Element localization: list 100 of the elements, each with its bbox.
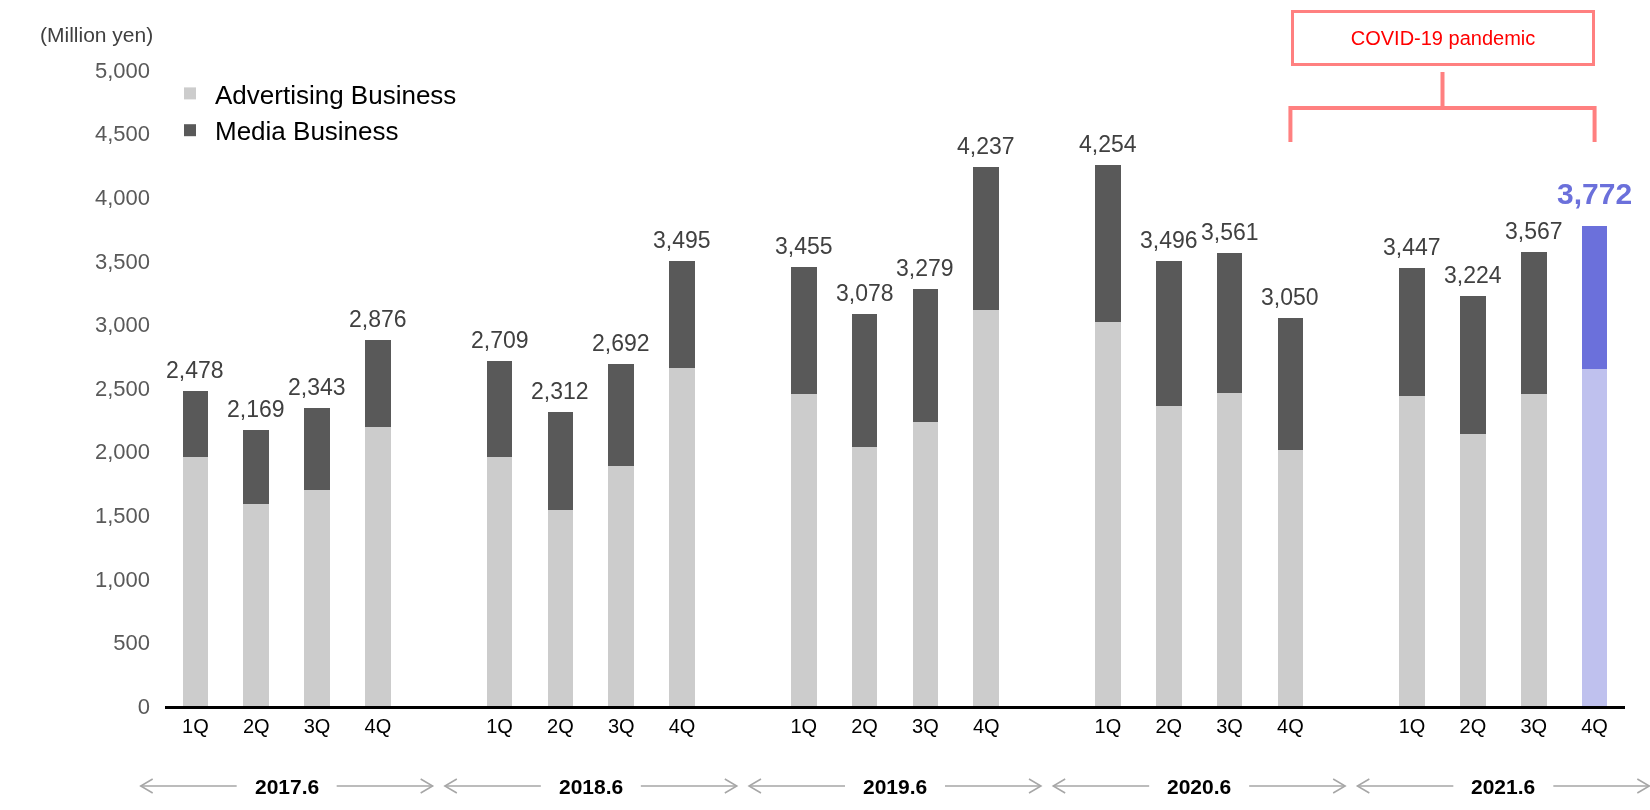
bar: [1095, 321, 1121, 706]
x-tick-label: 2Q: [1155, 715, 1183, 737]
total-label: 2,692: [592, 330, 650, 356]
x-tick-label: 2Q: [242, 715, 270, 737]
bar: [304, 489, 330, 706]
y-tick-label: 4,500: [94, 121, 150, 147]
y-tick-label: 500: [113, 630, 150, 656]
bar: [669, 367, 695, 706]
bar: [1155, 261, 1182, 406]
bar: [1216, 253, 1243, 394]
bar: [1520, 252, 1547, 395]
bar: [790, 394, 817, 706]
x-tick-label: 1Q: [790, 715, 818, 737]
bar: [1460, 433, 1486, 706]
bar: [182, 390, 209, 457]
y-tick-label: 3,500: [94, 248, 150, 274]
y-tick-label: 2,500: [94, 375, 150, 401]
y-tick-label: 3,000: [94, 312, 150, 338]
bar: [243, 503, 270, 706]
y-tick-label: 0: [137, 693, 150, 719]
x-tick-label: 3Q: [1216, 715, 1243, 737]
text: 2018.6: [559, 775, 624, 798]
bar: [790, 266, 817, 395]
x-tick-label: 3Q: [1520, 715, 1548, 737]
legend-label: Advertising Business: [215, 79, 457, 110]
bar: [1581, 368, 1608, 706]
x-tick-label: 4Q: [1277, 715, 1304, 737]
text: 2017.6: [255, 775, 320, 798]
x-tick-label: 1Q: [486, 715, 513, 737]
bar: [1520, 394, 1547, 706]
total-label: 3,050: [1261, 284, 1319, 310]
text: COVID-19 pandemic: [1350, 27, 1536, 49]
bar: [912, 288, 939, 423]
x-tick-label: 1Q: [182, 715, 209, 737]
total-label: 3,078: [836, 280, 894, 306]
total-label: 3,496: [1140, 227, 1198, 253]
total-label: 3,455: [775, 233, 833, 259]
total-label: 3,567: [1505, 218, 1563, 244]
y-tick-label: 1,000: [94, 566, 150, 592]
total-label: 3,772: [1557, 177, 1633, 210]
bar: [1581, 226, 1608, 369]
bar: [304, 407, 330, 490]
bar: [547, 411, 574, 511]
y-tick-label: 2,000: [94, 439, 150, 465]
total-label: 2,709: [471, 327, 529, 353]
bar: [973, 310, 1000, 706]
bar: [1216, 393, 1243, 706]
x-tick-label: 3Q: [303, 715, 331, 737]
bar: [365, 427, 391, 706]
total-label: 2,169: [227, 396, 285, 422]
bar: [1399, 267, 1425, 396]
total-label: 2,478: [166, 357, 224, 383]
total-label: 3,561: [1201, 219, 1259, 245]
bar: [1399, 395, 1425, 706]
x-tick-label: 4Q: [1581, 715, 1608, 737]
bar: [1460, 295, 1486, 434]
y-tick-label: 1,500: [94, 502, 150, 528]
bar: [669, 261, 695, 368]
x-tick-label: 2Q: [851, 715, 878, 737]
bar: [365, 340, 391, 428]
total-label: 4,254: [1079, 131, 1137, 157]
bar: [608, 465, 635, 706]
x-tick-label: 4Q: [972, 715, 1000, 737]
y-tick-label: 4,000: [94, 184, 150, 210]
bar: [486, 456, 513, 706]
bar: [1277, 318, 1304, 451]
total-label: 3,224: [1444, 262, 1502, 288]
bar: [1095, 164, 1121, 322]
y-axis-title: (Million yen): [40, 23, 154, 46]
bar: [1155, 405, 1182, 706]
bar: [182, 456, 209, 706]
y-tick-label: 5,000: [94, 57, 150, 83]
total-label: 4,237: [957, 133, 1015, 159]
bar: [973, 167, 1000, 311]
total-label: 2,312: [531, 378, 589, 404]
bar: [851, 446, 878, 706]
x-tick-label: 3Q: [912, 715, 939, 737]
x-tick-label: 2Q: [1459, 715, 1487, 737]
bar: [486, 361, 513, 457]
x-tick-label: 1Q: [1094, 715, 1122, 737]
text: 2021.6: [1471, 775, 1536, 798]
bar: [1277, 450, 1304, 706]
total-label: 3,447: [1383, 234, 1441, 260]
x-tick-label: 2Q: [547, 715, 574, 737]
bar: [243, 430, 270, 504]
total-label: 2,876: [349, 306, 407, 332]
total-label: 2,343: [288, 374, 346, 400]
bar: [547, 510, 574, 706]
total-label: 3,279: [896, 255, 954, 281]
x-tick-label: 1Q: [1398, 715, 1426, 737]
total-label: 3,495: [653, 227, 711, 253]
bar: [912, 422, 939, 706]
x-tick-label: 4Q: [668, 715, 696, 737]
text: 2019.6: [863, 775, 928, 798]
legend-label: Media Business: [215, 116, 399, 147]
text: 2020.6: [1167, 775, 1232, 798]
x-tick-label: 3Q: [607, 715, 635, 737]
x-tick-label: 4Q: [364, 715, 392, 737]
bar: [851, 314, 878, 447]
bar: [608, 363, 635, 466]
